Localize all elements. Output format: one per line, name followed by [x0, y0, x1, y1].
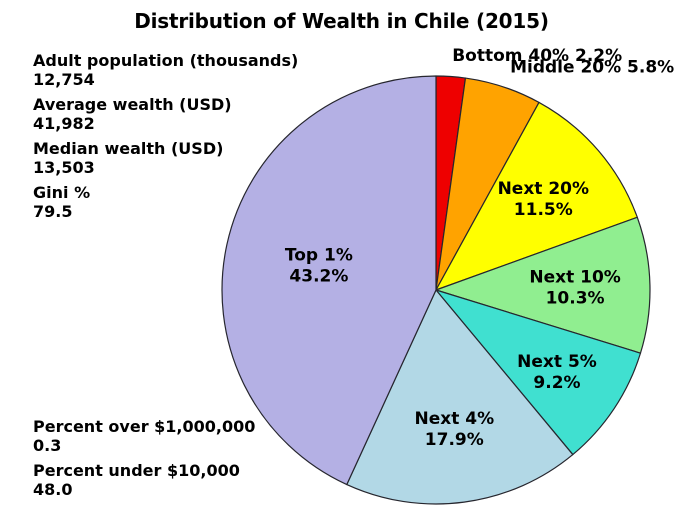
stat-label: Adult population (thousands) — [33, 51, 299, 70]
pie-label-next-5: Next 5% 9.2% — [517, 352, 597, 393]
stats-panel-bottom-left: Percent over $1,000,000 0.3 Percent unde… — [33, 417, 255, 505]
pie-label-middle-20: Middle 20% 5.8% — [510, 58, 674, 78]
stat-value: 48.0 — [33, 480, 73, 499]
pie-label-next-20: Next 20% 11.5% — [498, 179, 589, 220]
stat-percent-over-1m: Percent over $1,000,000 0.3 — [33, 417, 255, 455]
stat-label: Percent over $1,000,000 — [33, 417, 256, 436]
stat-gini: Gini % 79.5 — [33, 183, 298, 221]
pie-slice-next-10 — [435, 216, 651, 354]
stat-value: 12,754 — [33, 70, 95, 89]
stat-label: Gini % — [33, 183, 91, 202]
pie-label-top-1: Top 1% 43.2% — [285, 245, 353, 286]
stat-value: 41,982 — [33, 114, 95, 133]
pie-label-bottom-40: Bottom 40% 2.2% — [452, 46, 622, 66]
pie-slice-next-4 — [346, 289, 574, 505]
pie-label-next-10: Next 10% 10.3% — [529, 268, 620, 309]
pie-slice-next-5 — [435, 289, 642, 456]
stat-value: 0.3 — [33, 436, 62, 455]
stat-adult-population: Adult population (thousands) 12,754 — [33, 51, 298, 89]
stat-label: Percent under $10,000 — [33, 461, 240, 480]
stat-value: 13,503 — [33, 158, 95, 177]
pie-slice-top-1 — [221, 75, 437, 486]
pie-label-next-4: Next 4% 17.9% — [414, 409, 494, 450]
stat-label: Average wealth (USD) — [33, 95, 232, 114]
chart-title: Distribution of Wealth in Chile (2015) — [134, 9, 549, 33]
stat-average-wealth: Average wealth (USD) 41,982 — [33, 95, 298, 133]
stat-median-wealth: Median wealth (USD) 13,503 — [33, 139, 298, 177]
stat-percent-under-10k: Percent under $10,000 48.0 — [33, 461, 255, 499]
stat-value: 79.5 — [33, 202, 73, 221]
stat-label: Median wealth (USD) — [33, 139, 224, 158]
pie-slice-next-20 — [435, 101, 638, 291]
stats-panel-top-left: Adult population (thousands) 12,754 Aver… — [33, 51, 298, 227]
